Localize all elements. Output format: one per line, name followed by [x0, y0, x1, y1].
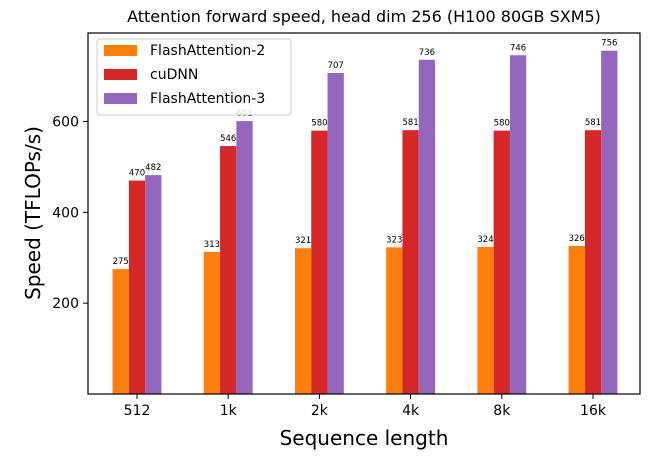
data-label: 326: [569, 234, 585, 244]
data-label: 275: [113, 257, 129, 267]
bar: [128, 180, 146, 394]
data-label: 324: [477, 235, 493, 245]
data-label: 482: [145, 163, 161, 173]
bar: [509, 55, 527, 395]
y-tick-label: 400: [52, 205, 79, 221]
bar: [584, 130, 602, 394]
bar: [220, 146, 237, 394]
bar: [493, 130, 510, 394]
data-label: 580: [494, 119, 510, 129]
bar: [203, 251, 221, 394]
bar: [386, 247, 403, 394]
x-tick-label: 1k: [220, 403, 238, 419]
legend-swatch: [104, 69, 137, 80]
legend-box: [96, 38, 292, 116]
bar: [418, 59, 436, 394]
y-tick-label: 200: [52, 296, 79, 312]
data-label: 470: [129, 169, 145, 179]
data-label: 746: [510, 43, 526, 53]
x-tick-label: 512: [124, 403, 151, 419]
x-tick-label: 2k: [311, 403, 329, 419]
bar: [402, 130, 419, 394]
bar: [601, 50, 618, 394]
data-label: 321: [295, 236, 311, 246]
x-tick-label: 4k: [402, 403, 420, 419]
bar: [112, 269, 129, 394]
data-label: 580: [311, 119, 327, 129]
x-axis-label: Sequence length: [280, 426, 449, 450]
bar: [145, 175, 162, 394]
data-label: 581: [402, 118, 418, 128]
legend-swatch: [104, 93, 137, 104]
data-label: 323: [386, 235, 402, 245]
data-label: 736: [419, 48, 435, 58]
bar: [311, 130, 328, 394]
data-label: 546: [220, 134, 236, 144]
plot-frame: [87, 32, 641, 395]
data-label: 581: [585, 118, 601, 128]
x-tick-label: 8k: [493, 403, 511, 419]
y-tick-label: 600: [52, 115, 79, 131]
legend-swatch: [104, 45, 137, 56]
bar: [568, 245, 585, 394]
data-label: 313: [204, 240, 220, 250]
x-tick-label: 16k: [580, 403, 607, 419]
legend-label: cuDNN: [150, 67, 198, 83]
legend-label: FlashAttention-2: [150, 43, 265, 59]
data-label: 707: [328, 61, 344, 71]
bar: [236, 121, 253, 394]
bar: [477, 246, 494, 394]
bar: [327, 72, 344, 394]
chart-title: Attention forward speed, head dim 256 (H…: [127, 7, 601, 26]
y-axis-label: Speed (TFLOPs/s): [21, 126, 45, 300]
data-label: 756: [601, 39, 617, 49]
bar: [294, 248, 312, 394]
legend-label: FlashAttention-3: [150, 91, 265, 107]
